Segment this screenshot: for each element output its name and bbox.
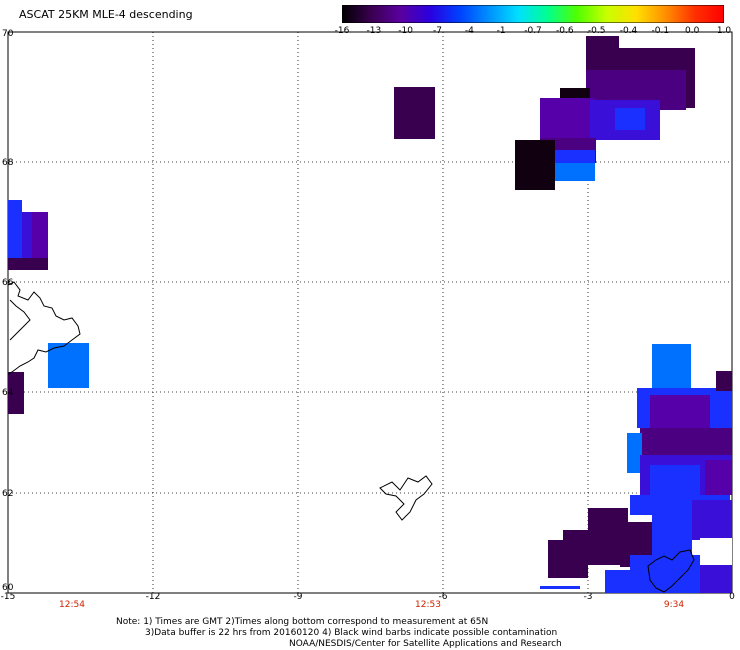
iceland-coast bbox=[7, 281, 81, 375]
gridlines bbox=[8, 32, 732, 593]
swath-cell bbox=[605, 570, 630, 593]
colorbar-tick-label: -4 bbox=[464, 26, 474, 36]
swath-cell bbox=[48, 343, 89, 388]
swath-cell bbox=[700, 565, 732, 593]
faroe-islands-coast bbox=[379, 475, 433, 521]
colorbar-tick-label: -0.5 bbox=[587, 26, 606, 36]
note-line-3: NOAA/NESDIS/Center for Satellite Applica… bbox=[289, 639, 562, 649]
colorbar-tick-label: 0.0 bbox=[684, 26, 700, 36]
swath-cell bbox=[630, 555, 700, 593]
lon-label: -12 bbox=[146, 592, 161, 600]
swath-cell bbox=[627, 433, 642, 473]
lat-label: 70 bbox=[2, 29, 14, 39]
swath-cell bbox=[540, 586, 580, 589]
colorbar-tick-label: -7 bbox=[433, 26, 442, 36]
swath-cell bbox=[555, 163, 595, 181]
colorbar-tick-label: -10 bbox=[398, 26, 414, 36]
lat-label: 62 bbox=[2, 489, 13, 499]
colorbar-tick-label: -1 bbox=[496, 26, 506, 36]
colorbar-tick-label: -0.7 bbox=[524, 26, 542, 36]
colorbar-tick-label: -0.6 bbox=[556, 26, 574, 36]
swath-cell bbox=[548, 540, 588, 578]
swath-cell bbox=[515, 140, 555, 190]
lon-label: -9 bbox=[294, 592, 303, 600]
map-title: ASCAT 25KM MLE-4 descending bbox=[19, 8, 193, 21]
colorbar bbox=[342, 5, 724, 23]
swath-cell bbox=[32, 212, 48, 270]
note-line-1: Note: 1) Times are GMT 2)Times along bot… bbox=[116, 617, 489, 627]
lat-label: 64 bbox=[2, 388, 14, 398]
lat-label: 66 bbox=[2, 278, 14, 288]
swath-cell bbox=[705, 460, 732, 495]
swath-cell bbox=[540, 98, 595, 138]
lon-label: -15 bbox=[1, 592, 16, 600]
lon-label: -3 bbox=[584, 592, 593, 600]
iceland-coast bbox=[9, 299, 31, 341]
colorbar-tick-label: 1.0 bbox=[716, 26, 732, 36]
swath-cell bbox=[650, 465, 700, 495]
shetland-coast bbox=[647, 549, 695, 593]
swath-cell bbox=[615, 108, 645, 130]
map-plot: 70 68 66 64 62 60 -15 -12 -9 -6 -3 0 bbox=[1, 29, 735, 600]
swath-cell bbox=[8, 372, 24, 414]
lat-label: 68 bbox=[2, 158, 14, 168]
note-line-2: 3)Data buffer is 22 hrs from 20160120 4)… bbox=[145, 628, 558, 638]
lon-label: -6 bbox=[439, 592, 448, 600]
swath-cell bbox=[640, 428, 732, 458]
coastlines bbox=[7, 281, 695, 593]
wind-swath-cells bbox=[8, 36, 732, 593]
colorbar-tick-label: -0.4 bbox=[619, 26, 638, 36]
swath-gap bbox=[700, 538, 732, 568]
colorbar-tick-label: -16 bbox=[334, 26, 350, 36]
swath-cell bbox=[8, 258, 48, 270]
swath-cell bbox=[394, 87, 435, 139]
swath-cell bbox=[652, 344, 691, 389]
plot-frame bbox=[7, 31, 733, 594]
pass-time-west: 12:54 bbox=[59, 600, 85, 610]
colorbar-gradient bbox=[342, 5, 724, 23]
lon-label: 0 bbox=[729, 592, 735, 600]
lat-label: 60 bbox=[2, 583, 14, 593]
colorbar-tick-label: -0.1 bbox=[651, 26, 670, 36]
swath-cell bbox=[652, 515, 692, 555]
swath-cell bbox=[716, 371, 732, 391]
colorbar-tick-label: -13 bbox=[366, 26, 382, 36]
swath-cell bbox=[692, 500, 732, 540]
swath-cell bbox=[8, 200, 22, 260]
pass-time-east: 9:34 bbox=[663, 600, 685, 610]
pass-time-center: 12:53 bbox=[415, 600, 441, 610]
